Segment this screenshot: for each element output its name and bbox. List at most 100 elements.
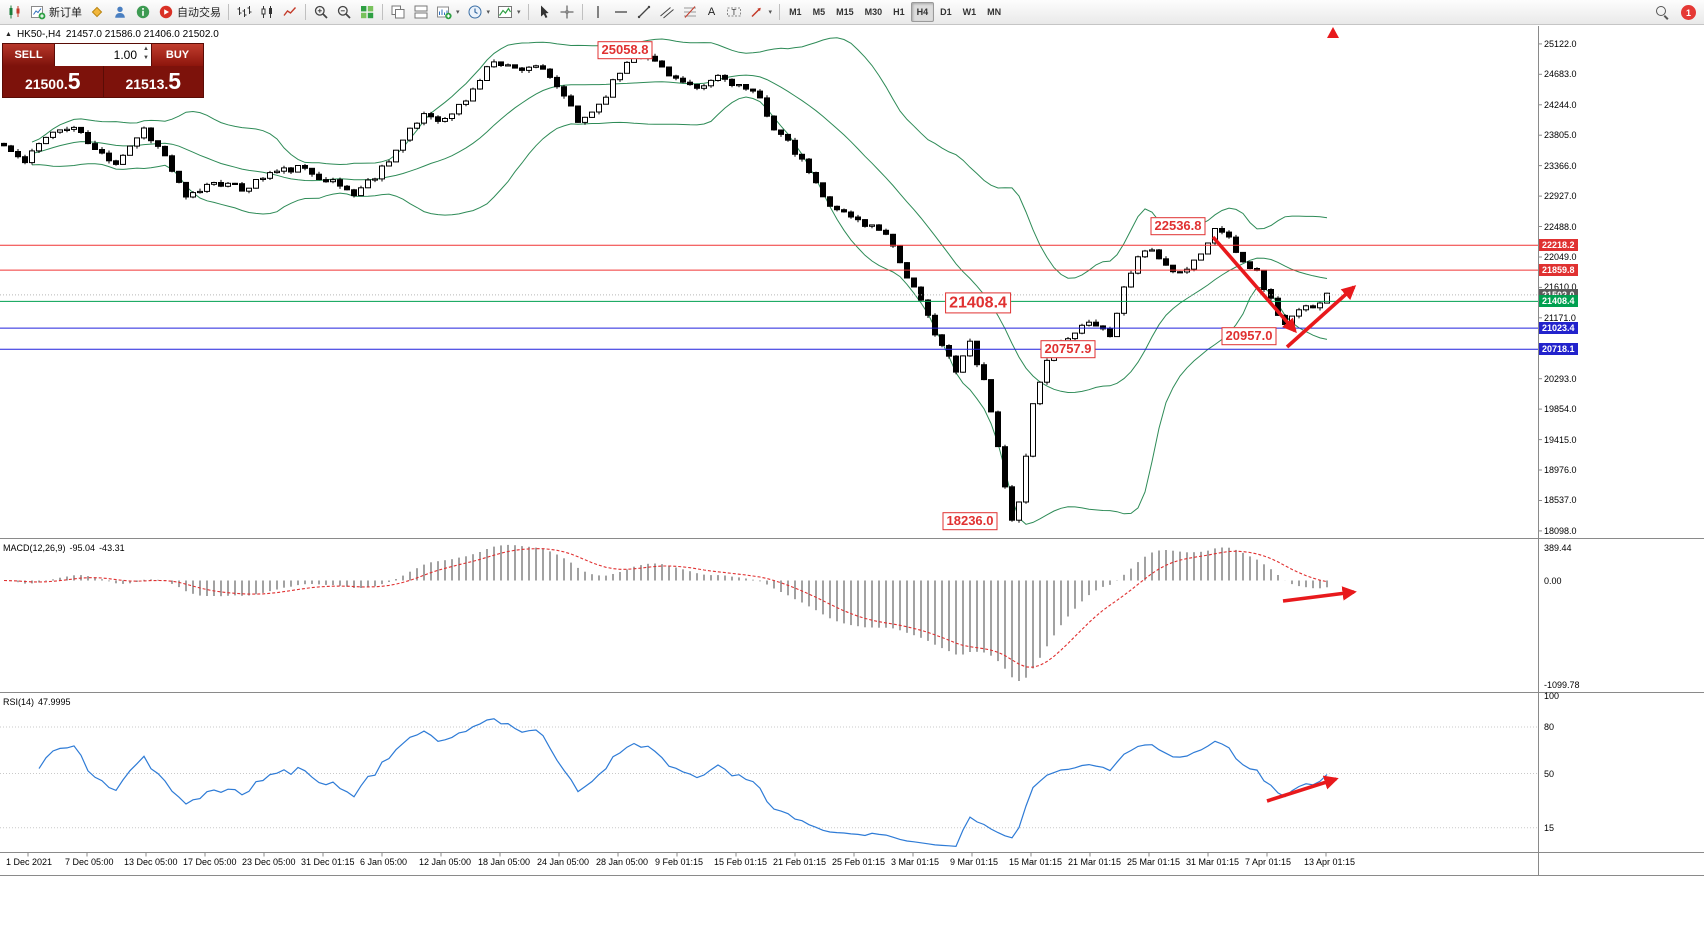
time-axis-label: 31 Mar 01:15 <box>1186 857 1240 867</box>
tf-h1-button[interactable]: H1 <box>888 2 910 22</box>
price-tag-21502.0: 21502.0 <box>1539 289 1578 301</box>
vertical-line-tool-button[interactable] <box>587 2 609 22</box>
text-tool-button[interactable]: A <box>702 2 722 22</box>
vline-icon <box>590 4 606 20</box>
notification-badge[interactable]: 1 <box>1681 5 1696 20</box>
price-annotation-25058.8[interactable]: 25058.8 <box>597 41 653 59</box>
price-annotation-22536.8[interactable]: 22536.8 <box>1150 217 1206 235</box>
trend-arrow-4[interactable] <box>1266 775 1339 803</box>
arrange-windows-button[interactable] <box>410 2 432 22</box>
arrows-tool-button[interactable]: ▾ <box>746 2 776 22</box>
time-axis-label: 1 Dec 2021 <box>6 857 53 867</box>
trendline-tool-button[interactable] <box>633 2 655 22</box>
fibonacci-tool-button[interactable] <box>679 2 701 22</box>
tf-m5-button[interactable]: M5 <box>808 2 831 22</box>
price-axis-label: 22488.0 <box>1544 222 1577 232</box>
new-order-button[interactable]: 新订单 <box>27 2 85 22</box>
tf-m30-label: M30 <box>864 7 883 17</box>
search-button[interactable] <box>1653 3 1673 23</box>
profiles-button[interactable]: ▾ <box>464 2 494 22</box>
price-axis-label: 25122.0 <box>1544 39 1577 49</box>
buy-price-big-digit: 5 <box>168 68 182 94</box>
symbols-button[interactable] <box>4 2 26 22</box>
tile-windows-button[interactable] <box>356 2 378 22</box>
info-icon <box>135 4 151 20</box>
macd-axis-max: 389.44 <box>1544 543 1572 553</box>
trend-arrow-3[interactable] <box>1282 586 1357 603</box>
time-axis-label: 13 Dec 05:00 <box>124 857 178 867</box>
chart-properties-button[interactable]: ▾ <box>494 2 524 22</box>
trend-arrow-1[interactable] <box>1211 235 1297 334</box>
time-axis-label: 13 Apr 01:15 <box>1304 857 1356 867</box>
mql-market-button[interactable] <box>86 2 108 22</box>
tf-m15-label: M15 <box>836 7 854 17</box>
sell-price: 21500. 5 <box>3 66 104 97</box>
tf-m1-button[interactable]: M1 <box>784 2 807 22</box>
price-annotation-20957.0[interactable]: 20957.0 <box>1221 327 1277 345</box>
buy-button[interactable]: BUY <box>151 44 203 66</box>
sell-button[interactable]: SELL <box>3 44 55 66</box>
candles-icon <box>259 4 275 20</box>
cascade-icon <box>390 4 406 20</box>
tf-d1-button[interactable]: D1 <box>935 2 957 22</box>
community-button[interactable] <box>109 2 131 22</box>
rsi-line <box>38 718 1328 848</box>
price-annotation-18236.0[interactable]: 18236.0 <box>942 512 998 530</box>
macd-main-value: -95.04 <box>69 543 96 553</box>
crosshair-tool-button[interactable] <box>556 2 578 22</box>
line-chart-mode-button[interactable] <box>279 2 301 22</box>
zoom-in-button[interactable] <box>310 2 332 22</box>
tf-w1-button[interactable]: W1 <box>958 2 982 22</box>
time-axis-label: 18 Jan 05:00 <box>478 857 531 867</box>
price-axis-label: 21171.0 <box>1544 313 1576 323</box>
time-axis-label: 24 Jan 05:00 <box>537 857 590 867</box>
tf-m15-button[interactable]: M15 <box>831 2 859 22</box>
volume-up-icon[interactable]: ▲ <box>143 46 149 52</box>
cursor-tool-button[interactable] <box>533 2 555 22</box>
tf-m30-button[interactable]: M30 <box>860 2 888 22</box>
volume-down-icon[interactable]: ▼ <box>143 55 149 61</box>
horizontal-line-tool-button[interactable] <box>610 2 632 22</box>
rsi-axis-100: 100 <box>1544 691 1560 701</box>
price-tag-21408.4: 21408.4 <box>1539 295 1578 307</box>
label-tool-button[interactable]: T <box>723 2 745 22</box>
new-chart-button[interactable]: ▾ <box>433 2 463 22</box>
time-axis-label: 7 Apr 01:15 <box>1245 857 1292 867</box>
zoom-out-icon <box>336 4 352 20</box>
tf-h4-button[interactable]: H4 <box>910 2 935 22</box>
trend-arrow-2[interactable] <box>1285 285 1357 349</box>
time-axis-label: 15 Mar 01:15 <box>1009 857 1063 867</box>
bars-icon <box>236 4 252 20</box>
price-axis-label: 20732.0 <box>1544 343 1577 353</box>
panel-borders <box>0 26 1704 876</box>
one-click-collapse-icon[interactable]: ▲ <box>5 31 12 38</box>
new-chart-icon <box>436 4 452 20</box>
chart-symbol-period: HK50-,H4 <box>16 29 61 40</box>
shift-marker-icon <box>1327 27 1339 38</box>
price-tag-21023.4: 21023.4 <box>1539 322 1578 334</box>
news-button[interactable] <box>132 2 154 22</box>
price-annotation-20757.9[interactable]: 20757.9 <box>1040 340 1096 358</box>
toolbar-separator <box>527 4 529 20</box>
time-axis-label: 6 Jan 05:00 <box>360 857 408 867</box>
tf-w1-label: W1 <box>962 7 977 17</box>
autotrading-button[interactable]: 自动交易 <box>155 2 224 22</box>
channel-icon <box>659 4 675 20</box>
toolbar-separator <box>382 4 383 20</box>
price-annotation-21408.4[interactable]: 21408.4 <box>945 292 1011 314</box>
candle-chart-mode-button[interactable] <box>256 2 278 22</box>
cascade-windows-button[interactable] <box>387 2 409 22</box>
candle-chart-icon <box>7 4 23 20</box>
label-icon: T <box>726 4 742 20</box>
volume-input[interactable]: 1.00 ▲ ▼ <box>55 44 151 66</box>
bollinger-bands <box>31 37 1328 525</box>
buy-price-main: 21513. <box>125 76 169 92</box>
search-icon <box>1656 5 1670 20</box>
price-axis-label: 23805.0 <box>1544 130 1577 140</box>
zoom-out-button[interactable] <box>333 2 355 22</box>
bar-chart-mode-button[interactable] <box>233 2 255 22</box>
tf-mn-button[interactable]: MN <box>982 2 1006 22</box>
macd-signal-value: -43.31 <box>99 543 125 553</box>
channel-tool-button[interactable] <box>656 2 678 22</box>
